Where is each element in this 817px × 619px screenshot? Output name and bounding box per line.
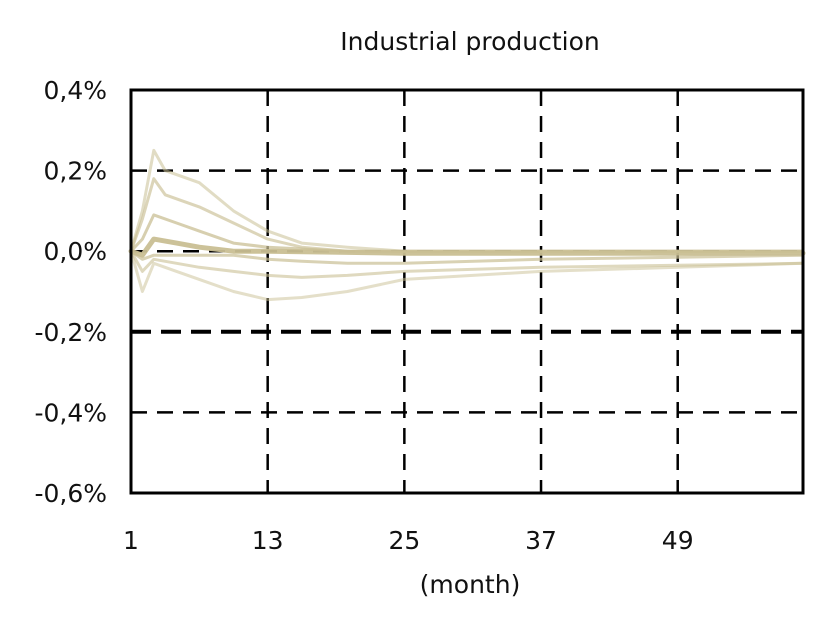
y-tick-label: 0,2% [43, 157, 107, 186]
series-line-1 [129, 177, 805, 253]
y-tick-label: -0,4% [34, 398, 107, 427]
plot-area-frame [129, 88, 805, 495]
y-tick-label: 0,0% [43, 237, 107, 266]
x-axis-label: (month) [420, 570, 521, 599]
y-tick-label: 0,4% [43, 76, 107, 105]
y-axis: 0,4% 0,2% 0,0% -0,2% -0,4% -0,6% [34, 76, 107, 508]
y-tick-label: -0,2% [34, 318, 107, 347]
series-line-0 [129, 148, 805, 253]
x-axis: 1 13 25 37 49 [123, 526, 694, 555]
chart-title: Industrial production [340, 27, 599, 56]
series-line-3 [128, 236, 806, 258]
x-tick-label: 13 [252, 526, 284, 555]
series-line-6 [129, 249, 805, 302]
series-group [128, 148, 806, 302]
series-line-4 [129, 249, 805, 265]
x-tick-label: 37 [525, 526, 557, 555]
series-line-5 [129, 249, 805, 279]
x-tick-label: 25 [388, 526, 420, 555]
x-tick-label: 49 [662, 526, 694, 555]
y-tick-label: -0,6% [34, 479, 107, 508]
x-tick-label: 1 [123, 526, 139, 555]
series-line-2 [129, 213, 805, 253]
